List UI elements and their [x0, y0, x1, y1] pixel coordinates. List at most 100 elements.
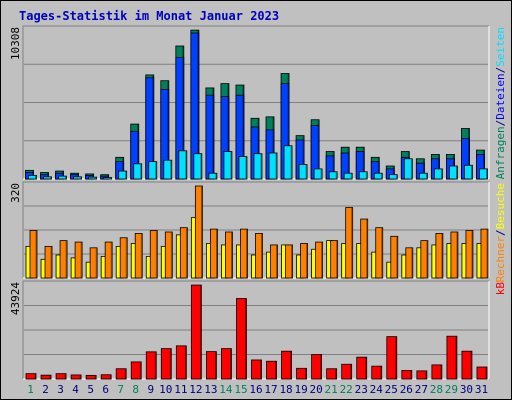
- bar-rechner: [285, 244, 293, 279]
- legend-besuche: Rechner/Besuche: [494, 183, 507, 282]
- x-tick-label: 4: [72, 383, 79, 396]
- bar-seiten: [358, 171, 368, 180]
- bar-seiten: [193, 153, 203, 180]
- bar-rechner: [240, 228, 248, 279]
- x-tick-label: 9: [147, 383, 154, 396]
- x-tick-label: 21: [325, 383, 338, 396]
- x-tick-label: 15: [234, 383, 247, 396]
- bar-seiten: [208, 172, 218, 180]
- bar-seiten: [178, 150, 188, 180]
- bar-seiten: [43, 176, 52, 180]
- bar-dateien: [205, 94, 215, 180]
- legend-kb: kB: [494, 282, 507, 296]
- bar-kb: [266, 360, 277, 380]
- bar-rechner: [209, 228, 218, 279]
- bar-rechner: [255, 233, 263, 279]
- bar-kb: [341, 363, 353, 380]
- bar-seiten: [373, 172, 383, 180]
- panel-anfragen: 10308: [9, 25, 490, 180]
- bar-rechner: [270, 244, 278, 279]
- x-tick-label: 16: [249, 383, 262, 396]
- bar-seiten: [343, 172, 353, 180]
- bar-kb: [25, 373, 37, 380]
- x-tick-label: 2: [42, 383, 49, 396]
- bar-rechner: [89, 247, 98, 279]
- bar-seiten: [433, 168, 443, 180]
- legend-item: Seiten: [494, 27, 507, 67]
- x-tick-label: 3: [57, 383, 64, 396]
- bar-rechner: [59, 240, 68, 279]
- x-tick-label: 10: [159, 383, 172, 396]
- legend-item: kB: [494, 282, 507, 296]
- bar-rechner: [405, 247, 414, 279]
- bar-kb: [251, 359, 262, 380]
- bar-kb: [40, 374, 52, 380]
- x-tick-label: 6: [102, 383, 109, 396]
- legend-item: Besuche: [494, 183, 507, 229]
- y-max-label: 43924: [9, 282, 22, 315]
- panel-kb: 43924: [9, 280, 490, 380]
- bar-rechner: [420, 240, 429, 279]
- bar-kb: [70, 374, 82, 380]
- bar-seiten: [163, 159, 173, 180]
- bar-kb: [461, 350, 473, 380]
- x-tick-label: 25: [385, 383, 398, 396]
- bar-rechner: [450, 231, 459, 279]
- bar-kb: [416, 370, 428, 380]
- bar-rechner: [435, 233, 444, 279]
- y-max-label: 320: [9, 183, 22, 203]
- x-tick-label: 1: [27, 383, 34, 396]
- bar-rechner: [315, 241, 324, 279]
- legend-item: /: [494, 67, 507, 74]
- legend-anfragen: Anfragen/Dateien/Seiten: [494, 27, 507, 179]
- x-tick-label: 18: [279, 383, 292, 396]
- bar-seiten: [479, 168, 488, 180]
- x-tick-label: 11: [174, 383, 187, 396]
- legend-item: /: [494, 229, 507, 236]
- bar-seiten: [418, 172, 428, 180]
- bar-kb: [356, 356, 368, 380]
- x-tick-label: 26: [400, 383, 413, 396]
- bar-rechner: [29, 230, 38, 279]
- panel-besuche: 320: [9, 181, 490, 279]
- x-tick-label: 17: [264, 383, 277, 396]
- chart-title: Tages-Statistik im Monat Januar 2023: [19, 9, 279, 23]
- bar-rechner: [360, 218, 369, 279]
- bar-rechner: [345, 207, 354, 279]
- x-tick-label: 31: [475, 383, 488, 396]
- bar-kb: [236, 298, 247, 380]
- bar-seiten: [88, 176, 98, 180]
- bar-kb: [190, 284, 202, 380]
- x-tick-label: 23: [355, 383, 368, 396]
- bar-seiten: [449, 165, 458, 180]
- bar-seiten: [268, 152, 278, 180]
- x-tick-label: 14: [219, 383, 233, 396]
- bar-kb: [55, 373, 67, 380]
- x-tick-label: 28: [430, 383, 443, 396]
- x-tick-label: 27: [415, 383, 428, 396]
- x-tick-label: 13: [204, 383, 217, 396]
- bar-rechner: [225, 231, 233, 279]
- bar-rechner: [194, 185, 203, 279]
- x-tick-label: 5: [87, 383, 94, 396]
- bar-kb: [85, 374, 97, 380]
- bar-seiten: [148, 161, 158, 180]
- bar-seiten: [283, 145, 293, 180]
- bar-kb: [401, 370, 413, 380]
- bar-kb: [446, 335, 458, 380]
- bar-kb: [476, 366, 488, 380]
- bar-seiten: [118, 170, 128, 180]
- bar-rechner: [104, 241, 113, 279]
- x-tick-label: 30: [460, 383, 473, 396]
- bar-kb: [281, 350, 292, 380]
- legend-item: Dateien: [494, 73, 507, 119]
- bar-rechner: [375, 227, 384, 279]
- bar-seiten: [103, 177, 113, 180]
- bar-rechner: [465, 230, 474, 279]
- bar-seiten: [464, 164, 473, 180]
- legend-item: /: [494, 120, 507, 127]
- bar-rechner: [330, 240, 339, 279]
- x-tick-label: 12: [189, 383, 202, 396]
- bar-kb: [311, 354, 323, 380]
- x-tick-label: 20: [310, 383, 323, 396]
